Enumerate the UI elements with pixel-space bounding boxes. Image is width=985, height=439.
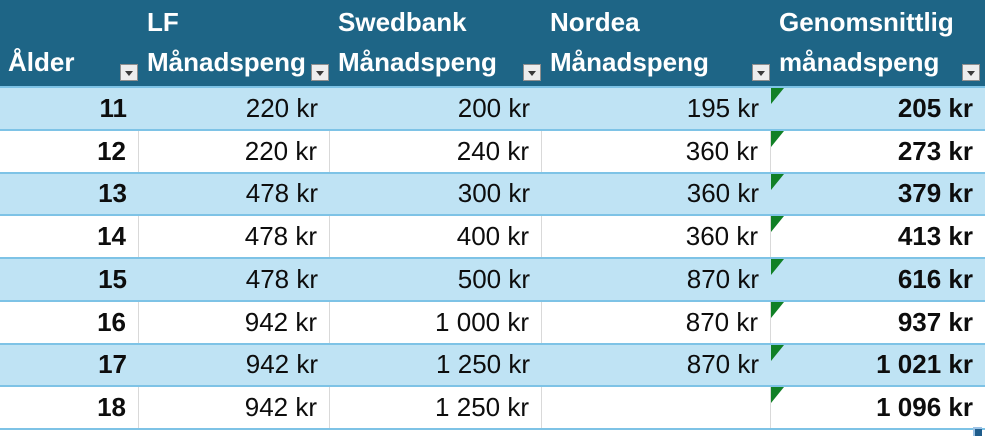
table-row: 18 942 kr 1 250 kr 1 096 kr bbox=[0, 387, 985, 430]
column-header-genomsnittlig-manadspeng[interactable]: Genomsnittlig månadspeng bbox=[771, 0, 985, 86]
column-header-line1: Nordea bbox=[550, 7, 640, 37]
cell-average[interactable]: 1 021 kr bbox=[771, 344, 985, 386]
cell-age[interactable]: 14 bbox=[0, 216, 139, 257]
table-row: 15 478 kr 500 kr 870 kr 616 kr bbox=[0, 259, 985, 302]
error-indicator-icon bbox=[771, 130, 784, 147]
cell-lf[interactable]: 942 kr bbox=[139, 387, 330, 428]
cell-average[interactable]: 616 kr bbox=[771, 259, 985, 300]
cell-nordea[interactable]: 870 kr bbox=[686, 263, 759, 294]
table-row: 17 942 kr 1 250 kr 870 kr 1 021 kr bbox=[0, 344, 985, 388]
filter-dropdown-button[interactable] bbox=[311, 64, 329, 81]
cell-swedbank[interactable]: 1 250 kr bbox=[436, 349, 530, 380]
cell-age[interactable]: 16 bbox=[0, 301, 139, 343]
cell-swedbank[interactable]: 200 kr bbox=[457, 92, 530, 123]
error-indicator-icon bbox=[771, 88, 784, 104]
cell-nordea[interactable]: 195 kr bbox=[686, 92, 759, 123]
cell-nordea[interactable]: 360 kr bbox=[686, 178, 759, 209]
error-indicator-icon bbox=[771, 259, 784, 275]
column-header-line1: Swedbank bbox=[338, 7, 467, 37]
cell-swedbank[interactable]: 240 kr bbox=[330, 130, 542, 172]
cell-lf[interactable]: 478 kr bbox=[245, 178, 318, 209]
cell-average-value: 1 096 kr bbox=[876, 392, 973, 423]
cell-swedbank[interactable]: 400 kr bbox=[330, 216, 542, 257]
chevron-down-icon bbox=[528, 71, 536, 76]
filter-dropdown-button[interactable] bbox=[752, 64, 770, 81]
cell-lf[interactable]: 220 kr bbox=[245, 92, 318, 123]
cell-lf[interactable]: 478 kr bbox=[139, 216, 330, 257]
filter-dropdown-button[interactable] bbox=[120, 64, 138, 81]
cell-age[interactable]: 15 bbox=[98, 263, 127, 294]
column-header-alder[interactable]: Ålder bbox=[0, 0, 139, 86]
filter-dropdown-button[interactable] bbox=[962, 64, 980, 81]
error-indicator-icon bbox=[771, 301, 784, 318]
cell-swedbank[interactable]: 1 000 kr bbox=[330, 301, 542, 343]
column-header-line1: LF bbox=[147, 7, 179, 37]
error-indicator-icon bbox=[771, 173, 784, 190]
cell-age[interactable]: 11 bbox=[99, 92, 128, 123]
cell-swedbank[interactable]: 1 250 kr bbox=[330, 387, 542, 428]
table-row: 11 220 kr 200 kr 195 kr 205 kr bbox=[0, 88, 985, 131]
cell-nordea[interactable]: 870 kr bbox=[686, 349, 759, 380]
cell-lf[interactable]: 942 kr bbox=[245, 349, 318, 380]
table-header-row: Ålder LF Månadspeng Swedbank Månadspeng … bbox=[0, 0, 985, 88]
cell-average-value: 379 kr bbox=[897, 178, 973, 209]
cell-average[interactable]: 205 kr bbox=[771, 88, 985, 129]
cell-average[interactable]: 937 kr bbox=[771, 301, 985, 343]
cell-nordea[interactable]: 360 kr bbox=[542, 216, 771, 257]
cell-average[interactable]: 413 kr bbox=[771, 216, 985, 257]
column-header-line2: Månadspeng bbox=[550, 47, 709, 77]
cell-average[interactable]: 273 kr bbox=[771, 130, 985, 172]
column-header-label: Ålder bbox=[8, 47, 75, 77]
cell-age[interactable]: 13 bbox=[98, 178, 127, 209]
cell-average-value: 205 kr bbox=[897, 92, 973, 123]
column-header-nordea-manadspeng[interactable]: Nordea Månadspeng bbox=[542, 0, 771, 86]
cell-average-value: 616 kr bbox=[897, 263, 973, 294]
table-row: 14 478 kr 400 kr 360 kr 413 kr bbox=[0, 216, 985, 259]
error-indicator-icon bbox=[771, 344, 784, 361]
table-row: 16 942 kr 1 000 kr 870 kr 937 kr bbox=[0, 301, 985, 345]
cell-swedbank[interactable]: 500 kr bbox=[457, 263, 530, 294]
cell-age[interactable]: 12 bbox=[0, 130, 139, 172]
table-resize-handle[interactable] bbox=[973, 427, 982, 436]
cell-average[interactable]: 1 096 kr bbox=[771, 387, 985, 428]
cell-average-value: 273 kr bbox=[897, 135, 973, 166]
chevron-down-icon bbox=[757, 71, 765, 76]
cell-age[interactable]: 18 bbox=[0, 387, 139, 428]
cell-lf[interactable]: 220 kr bbox=[139, 130, 330, 172]
cell-average[interactable]: 379 kr bbox=[771, 173, 985, 215]
cell-swedbank[interactable]: 300 kr bbox=[457, 178, 530, 209]
column-header-line2: Månadspeng bbox=[338, 47, 497, 77]
cell-average-value: 937 kr bbox=[897, 306, 973, 337]
column-header-swedbank-manadspeng[interactable]: Swedbank Månadspeng bbox=[330, 0, 542, 86]
chevron-down-icon bbox=[316, 71, 324, 76]
error-indicator-icon bbox=[771, 216, 784, 233]
cell-age[interactable]: 17 bbox=[98, 349, 127, 380]
cell-nordea[interactable]: 360 kr bbox=[542, 130, 771, 172]
cell-average-value: 1 021 kr bbox=[876, 349, 973, 380]
table-row: 13 478 kr 300 kr 360 kr 379 kr bbox=[0, 173, 985, 217]
column-header-lf-manadspeng[interactable]: LF Månadspeng bbox=[139, 0, 330, 86]
filter-dropdown-button[interactable] bbox=[523, 64, 541, 81]
column-header-line1 bbox=[8, 2, 139, 42]
error-indicator-icon bbox=[771, 387, 784, 404]
cell-nordea[interactable] bbox=[542, 387, 771, 428]
cell-average-value: 413 kr bbox=[897, 221, 973, 252]
column-header-line2: månadspeng bbox=[779, 47, 940, 77]
chevron-down-icon bbox=[125, 71, 133, 76]
table-row: 12 220 kr 240 kr 360 kr 273 kr bbox=[0, 130, 985, 174]
chevron-down-icon bbox=[967, 71, 975, 76]
column-header-line1: Genomsnittlig bbox=[779, 7, 954, 37]
cell-nordea[interactable]: 870 kr bbox=[542, 301, 771, 343]
cell-lf[interactable]: 942 kr bbox=[139, 301, 330, 343]
column-header-line2: Månadspeng bbox=[147, 47, 306, 77]
cell-lf[interactable]: 478 kr bbox=[245, 263, 318, 294]
